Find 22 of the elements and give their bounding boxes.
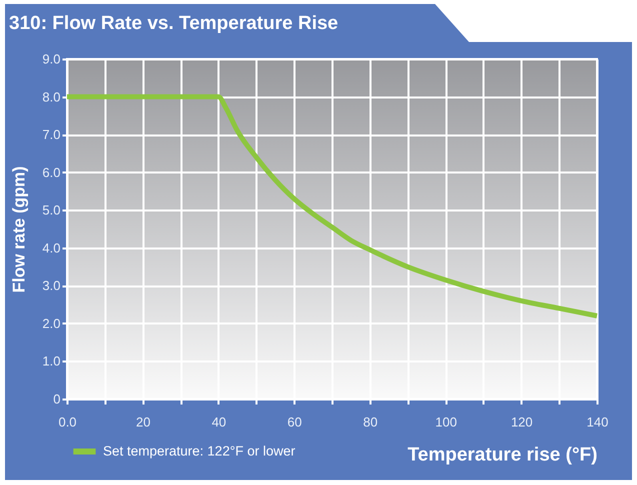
y-tick-label: 5.0 <box>42 202 60 218</box>
x-tick-label: 80 <box>363 414 378 430</box>
x-tick-label: 100 <box>435 414 457 430</box>
y-tick-label: 6.0 <box>42 164 60 180</box>
y-tick-label: 4.0 <box>42 240 60 256</box>
y-tick-label: 3.0 <box>42 278 60 294</box>
x-tick-label: 20 <box>136 414 150 430</box>
y-tick-label: 0 <box>53 392 60 406</box>
y-tick-label: 2.0 <box>42 316 60 331</box>
y-tick-label: 7.0 <box>42 127 60 142</box>
x-tick-label: 0.0 <box>58 414 77 430</box>
chart-title: 310: Flow Rate vs. Temperature Rise <box>9 13 338 34</box>
y-tick-label: 8.0 <box>42 89 60 104</box>
y-tick-label: 1.0 <box>42 354 60 369</box>
x-tick-label: 120 <box>510 414 533 430</box>
y-axis-title: Flow rate (gpm) <box>9 166 28 293</box>
x-tick-label: 60 <box>287 414 302 430</box>
legend-label: Set temperature: 122°F or lower <box>103 444 296 458</box>
y-tick-label: 9.0 <box>42 52 60 66</box>
x-tick-label: 40 <box>212 414 226 430</box>
x-tick-label: 140 <box>586 414 608 430</box>
x-axis-title: Temperature rise (°F) <box>408 444 598 466</box>
